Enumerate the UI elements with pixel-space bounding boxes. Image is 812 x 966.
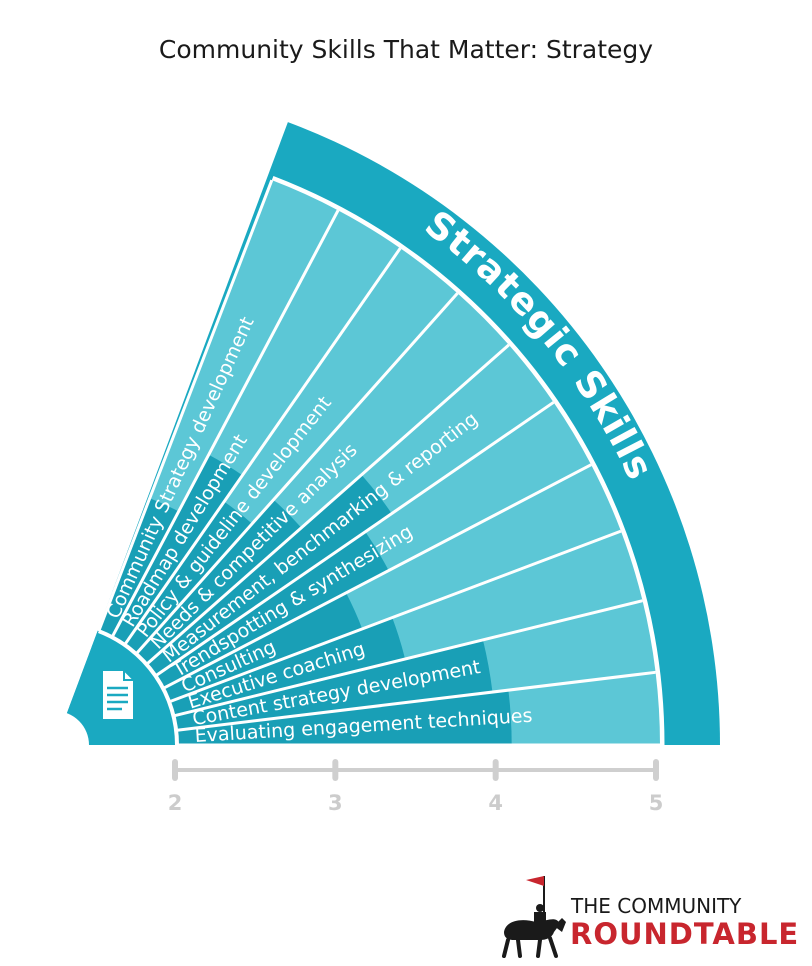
skill-wedge-policy-guideline-development <box>124 248 458 654</box>
skill-bar-remainder <box>482 600 656 693</box>
skill-bar-value <box>173 639 493 731</box>
wedge-divider <box>110 209 340 638</box>
wedge-divider <box>97 179 274 632</box>
skill-bar-value <box>124 501 253 654</box>
skill-bar-remainder <box>149 180 339 512</box>
logo-line1: THE COMMUNITY <box>570 894 742 918</box>
skill-bar-value <box>136 499 302 665</box>
scale-tick-label: 2 <box>168 791 183 815</box>
skill-bar-remainder <box>346 464 621 629</box>
skill-bar-value <box>155 531 389 689</box>
score-scale: 2 3 4 5 <box>168 759 664 815</box>
skill-bar-value <box>176 690 512 745</box>
skill-wedge-needs-competitive-analysis <box>136 293 509 665</box>
scale-tick-label: 4 <box>488 791 503 815</box>
skill-bar-remainder <box>365 402 592 571</box>
skill-bar-remainder <box>273 293 509 528</box>
hub-edge <box>98 629 179 746</box>
knight-on-horse-icon <box>502 876 566 958</box>
wedge-divider <box>173 599 643 718</box>
wedge-divider <box>168 529 622 704</box>
skill-bar-remainder <box>224 248 458 524</box>
skill-wedge-consulting <box>163 464 621 702</box>
wedge-dividers <box>97 179 660 747</box>
skill-bar-remainder <box>392 531 643 660</box>
skill-bar-value <box>112 454 243 645</box>
skill-bar-remainder <box>361 344 554 514</box>
chart-title: Community Skills That Matter: Strategy <box>159 35 653 64</box>
skill-bar-remainder <box>508 672 660 745</box>
logo-line2: ROUNDTABLE <box>570 917 799 951</box>
skill-bar-remainder <box>208 210 401 476</box>
wedge-divider <box>154 401 555 678</box>
wedge-divider <box>162 463 592 690</box>
skill-wedge-evaluating-engagement-techniques <box>176 672 660 745</box>
scale-tick-label: 5 <box>649 791 664 815</box>
skill-wedge-community-strategy-development <box>98 180 339 638</box>
wedge-divider <box>145 343 510 666</box>
skill-wedge-trendspotting-synthesizing <box>155 402 592 689</box>
skill-bar-value <box>163 592 363 702</box>
skill-wedge-executive-coaching <box>169 531 643 716</box>
skill-bar-value <box>146 474 392 676</box>
scale-tick-label: 3 <box>328 791 343 815</box>
skill-wedge-roadmap-development <box>112 210 401 645</box>
skill-wedge-measurement-benchmarking-reporting <box>146 344 554 676</box>
angle-marker <box>55 711 89 745</box>
band-inner-edge <box>271 175 665 746</box>
skill-wedges <box>98 180 660 745</box>
skill-bar-value <box>98 498 179 638</box>
skill-wedge-content-strategy-development <box>173 600 656 731</box>
document-icon <box>101 669 135 721</box>
skill-bar-value <box>169 617 406 716</box>
roundtable-logo: THE COMMUNITY ROUNDTABLE <box>502 876 799 958</box>
wedge-divider <box>175 670 656 732</box>
wedge-divider <box>123 247 402 646</box>
wedge-divider <box>135 292 459 655</box>
